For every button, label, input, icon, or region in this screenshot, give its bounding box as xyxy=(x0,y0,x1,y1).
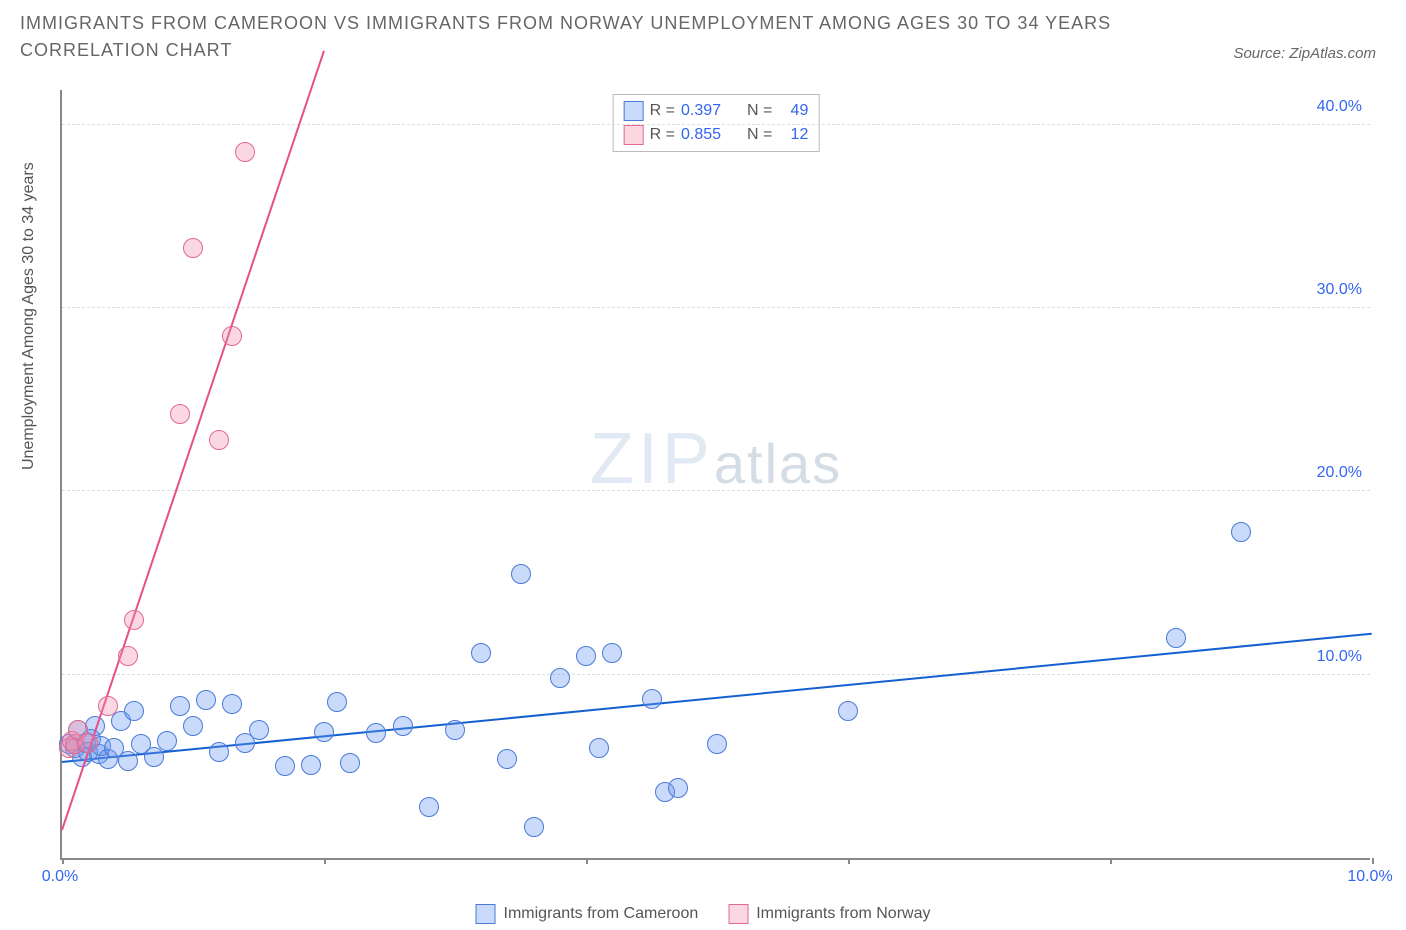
y-tick-label: 40.0% xyxy=(1317,98,1362,116)
r-value: 0.397 xyxy=(681,102,731,120)
data-point xyxy=(550,668,570,688)
data-point xyxy=(124,701,144,721)
legend-stat-row: R = 0.397 N = 49 xyxy=(624,99,809,123)
data-point xyxy=(524,817,544,837)
data-point xyxy=(497,749,517,769)
data-point xyxy=(222,694,242,714)
legend-swatch xyxy=(624,101,644,121)
data-point xyxy=(511,564,531,584)
x-tick xyxy=(1372,858,1374,864)
data-point xyxy=(838,701,858,721)
data-point xyxy=(249,720,269,740)
watermark-sub: atlas xyxy=(714,432,842,495)
n-label: N = xyxy=(747,126,772,144)
data-point xyxy=(1166,628,1186,648)
plot-area: ZIPatlas R = 0.397 N = 49 R = 0.855 N = 12 10.0… xyxy=(60,90,1370,860)
legend-item: Immigrants from Cameroon xyxy=(476,904,699,924)
data-point xyxy=(419,797,439,817)
data-point xyxy=(183,716,203,736)
data-point xyxy=(301,755,321,775)
n-label: N = xyxy=(747,102,772,120)
grid-line xyxy=(62,124,1370,125)
x-tick xyxy=(1110,858,1112,864)
data-point xyxy=(668,778,688,798)
legend-series: Immigrants from Cameroon Immigrants from … xyxy=(476,904,931,924)
data-point xyxy=(393,716,413,736)
y-tick-label: 30.0% xyxy=(1317,281,1362,299)
data-point xyxy=(602,643,622,663)
r-label: R = xyxy=(650,126,675,144)
legend-item: Immigrants from Norway xyxy=(728,904,930,924)
data-point xyxy=(222,326,242,346)
chart-title: IMMIGRANTS FROM CAMEROON VS IMMIGRANTS F… xyxy=(20,10,1120,64)
data-point xyxy=(1231,522,1251,542)
data-point xyxy=(124,610,144,630)
data-point xyxy=(642,689,662,709)
data-point xyxy=(209,742,229,762)
legend-swatch xyxy=(624,125,644,145)
data-point xyxy=(118,646,138,666)
grid-line xyxy=(62,490,1370,491)
data-point xyxy=(98,696,118,716)
data-point xyxy=(340,753,360,773)
legend-label: Immigrants from Norway xyxy=(756,905,930,923)
data-point xyxy=(471,643,491,663)
legend-swatch xyxy=(728,904,748,924)
r-value: 0.855 xyxy=(681,126,731,144)
watermark-main: ZIP xyxy=(590,419,714,499)
data-point xyxy=(157,731,177,751)
data-point xyxy=(314,722,334,742)
x-tick xyxy=(324,858,326,864)
grid-line xyxy=(62,674,1370,675)
x-tick xyxy=(62,858,64,864)
data-point xyxy=(235,142,255,162)
x-tick-label: 0.0% xyxy=(42,868,78,886)
data-point xyxy=(196,690,216,710)
source-label: Source: ZipAtlas.com xyxy=(1233,45,1376,62)
legend-stat-row: R = 0.855 N = 12 xyxy=(624,123,809,147)
watermark: ZIPatlas xyxy=(590,418,842,500)
x-tick xyxy=(848,858,850,864)
data-point xyxy=(170,404,190,424)
y-tick-label: 20.0% xyxy=(1317,464,1362,482)
legend-swatch xyxy=(476,904,496,924)
data-point xyxy=(209,430,229,450)
x-tick-label: 10.0% xyxy=(1347,868,1392,886)
data-point xyxy=(170,696,190,716)
data-point xyxy=(589,738,609,758)
data-point xyxy=(366,723,386,743)
data-point xyxy=(118,751,138,771)
grid-line xyxy=(62,307,1370,308)
data-point xyxy=(576,646,596,666)
y-axis-title: Unemployment Among Ages 30 to 34 years xyxy=(20,162,38,470)
data-point xyxy=(144,747,164,767)
data-point xyxy=(707,734,727,754)
legend-label: Immigrants from Cameroon xyxy=(504,905,699,923)
data-point xyxy=(78,733,98,753)
data-point xyxy=(183,238,203,258)
r-label: R = xyxy=(650,102,675,120)
x-tick xyxy=(586,858,588,864)
n-value: 49 xyxy=(778,102,808,120)
data-point xyxy=(445,720,465,740)
data-point xyxy=(327,692,347,712)
data-point xyxy=(275,756,295,776)
n-value: 12 xyxy=(778,126,808,144)
y-tick-label: 10.0% xyxy=(1317,648,1362,666)
